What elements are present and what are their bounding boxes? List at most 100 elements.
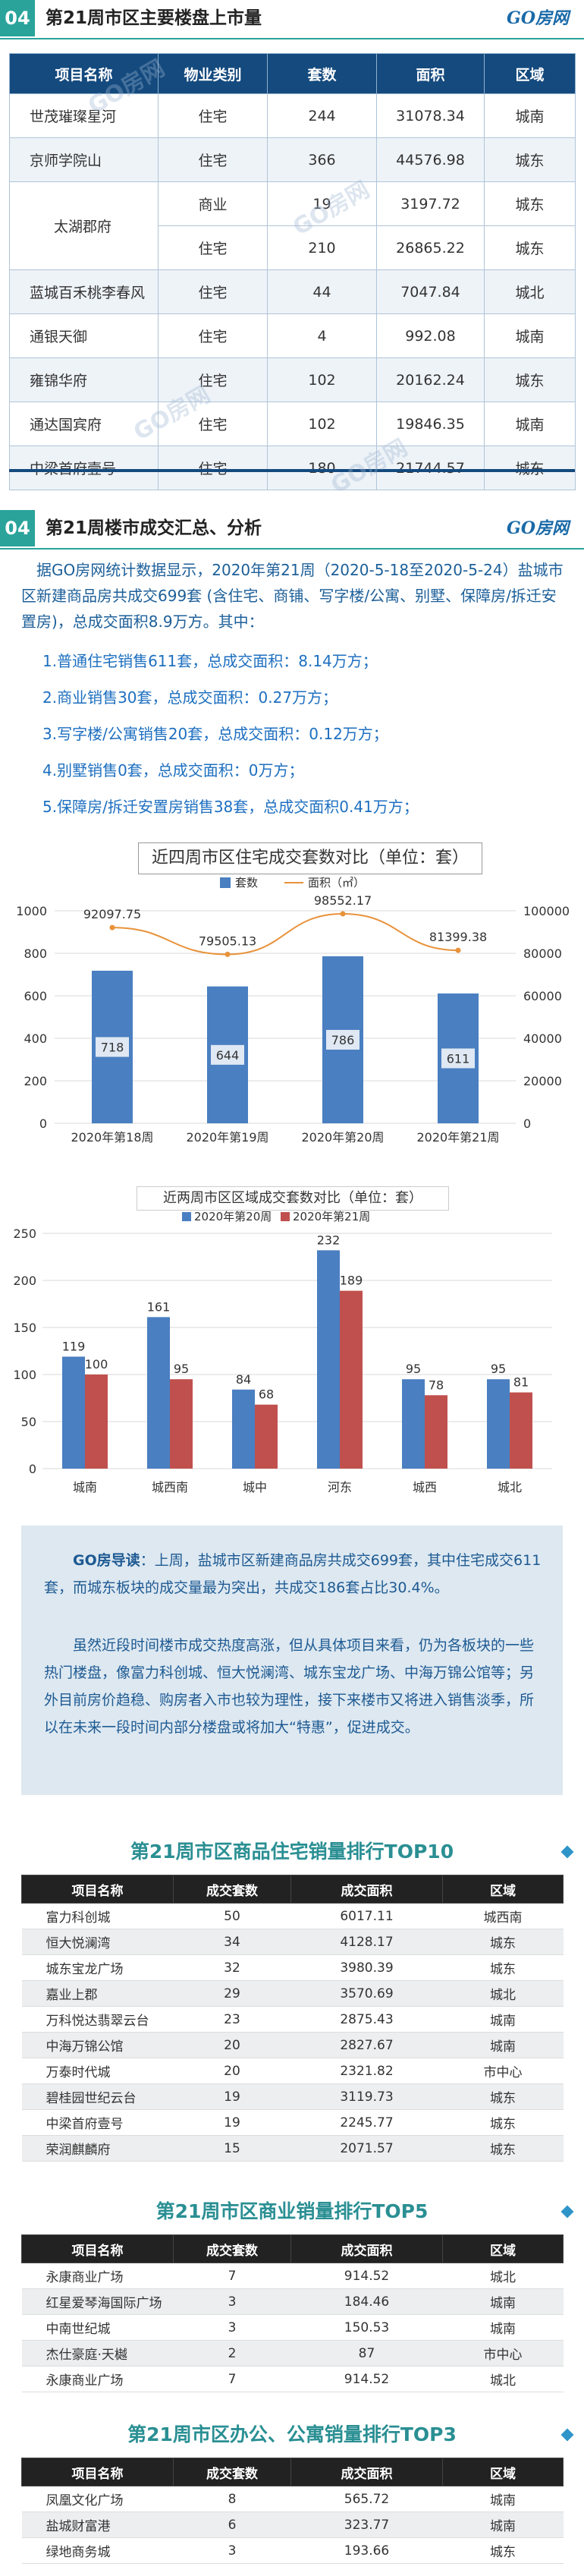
- units-cell: 15: [173, 2135, 291, 2162]
- type-cell: 住宅: [158, 269, 268, 314]
- area-cell: 20162.24: [376, 357, 485, 402]
- project-name-cell: 永康商业广场: [21, 2366, 174, 2392]
- area-cell: 914.52: [290, 2263, 443, 2289]
- units-cell: 6: [173, 2511, 291, 2538]
- top3-title: 第21周市区办公、公寓销量排行TOP3: [127, 2423, 457, 2445]
- project-name-cell: 中南世纪城: [21, 2314, 174, 2341]
- district-cell: 城东: [484, 446, 576, 490]
- table-row: 嘉业上郡 29 3570.69 城北: [21, 1980, 564, 2007]
- project-name-cell: 城东宝龙广场: [21, 1954, 174, 1981]
- y2-tick-label: 40000: [523, 1031, 562, 1046]
- project-name-cell: 荣润麒麟府: [21, 2135, 174, 2162]
- header-cell: 区域: [442, 2458, 564, 2486]
- section2-header: 04 第21周楼市成交汇总、分析 GO房网: [0, 510, 584, 550]
- project-name-cell: 中海万锦公馆: [21, 2032, 174, 2058]
- y2-tick-label: 60000: [523, 989, 562, 1003]
- district-cell: 城南: [442, 2032, 564, 2058]
- area-cell: 3980.39: [290, 1954, 443, 1981]
- district-cell: 城东: [442, 2109, 564, 2136]
- top10-title: 第21周市区商品住宅销量排行TOP10: [130, 1841, 454, 1863]
- summary-item: 1.普通住宅销售611套，总成交面积：8.14万方；: [42, 652, 378, 670]
- table-row: 通银天御 住宅 4 992.08 城南: [9, 313, 576, 358]
- district-cell: 城东: [484, 181, 576, 226]
- area-cell: 6017.11: [290, 1903, 443, 1929]
- area-cell: 914.52: [290, 2366, 443, 2392]
- table-row: 碧桂园世纪云台 19 3119.73 城东: [21, 2083, 564, 2110]
- units-cell: 366: [267, 137, 377, 182]
- project-name-cell: 万科悦达翡翠云台: [21, 2006, 174, 2033]
- weekly-residential-chart: 套数 面积（㎡） 0 200 400 600 800 1000 0 20000 40000 60000…: [16, 876, 570, 1145]
- table-row: 荣润麒麟府 15 2071.57 城东: [21, 2135, 564, 2162]
- legend-label: 套数: [235, 876, 258, 890]
- district-cell: 城东: [484, 357, 576, 402]
- project-name-cell: 富力科创城: [21, 1903, 174, 1929]
- units-cell: 2: [173, 2340, 291, 2367]
- y-tick-label: 150: [13, 1321, 36, 1335]
- units-cell: 180: [267, 446, 377, 490]
- area-cell: 2321.82: [290, 2058, 443, 2084]
- data-label-bg: [326, 1029, 360, 1050]
- header-cell: 成交面积: [290, 2458, 443, 2486]
- district-cell: 城南: [484, 313, 576, 358]
- header-cell: 项目名称: [21, 1875, 174, 1904]
- project-name-cell: 通银天御: [9, 313, 159, 358]
- bar-value-label: 95: [491, 1362, 506, 1376]
- table-row: 京师学院山 住宅 366 44576.98 城东: [9, 137, 576, 182]
- listing-table: 项目名称 物业类别 套数 面积 区域 世茂璀璨星河 住宅 244 31078.3…: [9, 53, 576, 490]
- area-cell: 2245.77: [290, 2109, 443, 2136]
- y-tick-label: 800: [24, 946, 47, 961]
- top10-header: 项目名称 成交套数 成交面积 区域: [21, 1875, 564, 1904]
- summary-paragraph: 据GO房网统计数据显示，2020年第21周（2020-5-18至2020-5-2…: [21, 561, 564, 631]
- bar-value-label: 611: [447, 1051, 470, 1066]
- section1-header: 04 第21周市区主要楼盘上市量 GO房网: [0, 0, 584, 39]
- table-row: 绿地商务城 3 193.66 城东: [21, 2537, 564, 2564]
- units-cell: 50: [173, 1903, 291, 1929]
- x-tick-label: 城中: [243, 1480, 267, 1494]
- district-cell: 城东: [484, 137, 576, 182]
- project-name-cell: 嘉业上郡: [21, 1980, 174, 2007]
- bar-value-label: 119: [62, 1339, 86, 1353]
- type-cell: 住宅: [158, 93, 268, 138]
- district-cell: 城东: [442, 1954, 564, 1981]
- project-name-cell: 通达国宾府: [9, 402, 159, 446]
- district-cell: 城东: [442, 1929, 564, 1955]
- x-tick-label: 河东: [328, 1480, 352, 1494]
- summary-item: 5.保障房/拆迁安置房销售38套，总成交面积0.41万方；: [42, 798, 419, 816]
- top10-table: 项目名称 成交套数 成交面积 区域 富力科创城 50 6017.11 城西南 恒大悦澜湾…: [21, 1875, 564, 2162]
- bar: [317, 1250, 340, 1469]
- header-cell: 成交套数: [173, 1875, 291, 1904]
- bar-value-label: 161: [147, 1299, 171, 1314]
- section2-number: 04: [0, 510, 35, 546]
- project-name-cell: 雍锦华府: [9, 357, 159, 402]
- header-cell: 区域: [484, 53, 576, 94]
- section2-title: 第21周楼市成交汇总、分析: [46, 518, 262, 538]
- y-tick-label: 200: [13, 1274, 36, 1288]
- bar-value-label: 81: [513, 1375, 529, 1390]
- table-row: 雍锦华府 住宅 102 20162.24 城东: [9, 357, 576, 402]
- district-cell: 城西南: [442, 1903, 564, 1929]
- header-cell: 成交面积: [290, 1875, 443, 1904]
- y-tick-label: 600: [24, 989, 47, 1003]
- units-cell: 44: [267, 269, 377, 314]
- units-cell: 20: [173, 2032, 291, 2058]
- x-tick-label: 2020年第19周: [186, 1130, 268, 1145]
- y2-tick-label: 0: [523, 1116, 531, 1131]
- bar: [62, 1356, 85, 1469]
- header-cell: 项目名称: [21, 2234, 174, 2263]
- units-cell: 19: [267, 181, 377, 226]
- bar: [147, 1317, 170, 1469]
- area-cell: 2071.57: [290, 2135, 443, 2162]
- type-cell: 住宅: [158, 313, 268, 358]
- bar-value-label: 84: [236, 1372, 251, 1387]
- table-row: 世茂璀璨星河 住宅 244 31078.34 城南: [9, 93, 576, 138]
- units-cell: 32: [173, 1954, 291, 1981]
- top5-title: 第21周市区商业销量排行TOP5: [155, 2200, 429, 2222]
- bar: [255, 1404, 278, 1469]
- district-cell: 城北: [442, 1980, 564, 2007]
- area-cell: 184.46: [290, 2288, 443, 2315]
- table-row: 中梁首府壹号 住宅 180 21744.57 城东: [9, 446, 576, 490]
- y-tick-label: 50: [21, 1415, 36, 1429]
- table-row: 凤凰文化广场 8 565.72 城南: [21, 2486, 564, 2512]
- data-label-bg: [96, 1037, 129, 1057]
- bar: [340, 1290, 363, 1469]
